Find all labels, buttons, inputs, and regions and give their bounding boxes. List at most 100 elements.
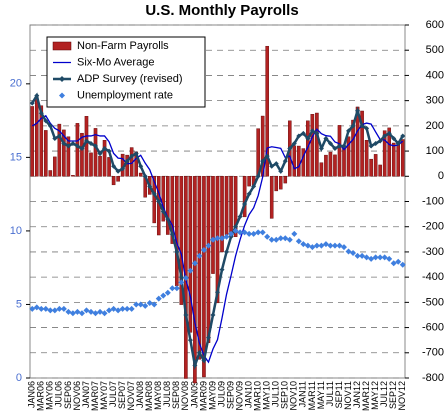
bar bbox=[66, 136, 71, 177]
x-tick-label: MAY10 bbox=[262, 381, 272, 410]
point bbox=[110, 305, 117, 312]
point bbox=[354, 252, 361, 259]
x-tick-label: JUL08 bbox=[162, 381, 172, 407]
line-marker bbox=[201, 357, 207, 363]
point bbox=[200, 247, 207, 254]
x-tick-label: NOV06 bbox=[72, 381, 82, 411]
line-marker bbox=[97, 151, 103, 157]
line-marker bbox=[52, 135, 58, 141]
line-marker bbox=[400, 133, 406, 139]
point bbox=[241, 229, 248, 236]
bar bbox=[274, 176, 279, 192]
bar bbox=[242, 176, 247, 218]
bar bbox=[310, 114, 315, 177]
point bbox=[97, 308, 104, 315]
line-marker bbox=[377, 138, 383, 144]
x-tick-label: SEP11 bbox=[334, 381, 344, 408]
point bbox=[164, 289, 171, 296]
x-tick-label: SEP10 bbox=[280, 381, 290, 409]
line-marker bbox=[142, 173, 148, 179]
line-marker bbox=[291, 141, 297, 147]
x-tick-label: JAN11 bbox=[298, 381, 308, 407]
bar bbox=[111, 176, 116, 186]
point bbox=[295, 238, 302, 245]
bar bbox=[48, 170, 53, 177]
bar bbox=[71, 175, 75, 177]
point bbox=[65, 308, 72, 315]
point bbox=[291, 230, 298, 237]
line-marker bbox=[102, 146, 108, 152]
line-marker bbox=[129, 153, 135, 159]
x-tick-label: JUL11 bbox=[325, 381, 335, 406]
point bbox=[286, 236, 293, 243]
bar bbox=[387, 127, 391, 177]
bar bbox=[373, 154, 378, 177]
x-tick-label: MAR06 bbox=[36, 381, 46, 411]
point bbox=[38, 305, 45, 312]
y2-tick-label: 500 bbox=[426, 44, 444, 56]
line-marker bbox=[192, 362, 198, 368]
bar bbox=[93, 128, 98, 177]
bar bbox=[301, 148, 306, 177]
point bbox=[209, 236, 216, 243]
point bbox=[277, 235, 284, 242]
bar bbox=[175, 176, 179, 286]
line-marker bbox=[165, 216, 171, 222]
x-tick-label: SEP07 bbox=[117, 381, 127, 409]
point bbox=[60, 305, 67, 312]
bar bbox=[391, 142, 396, 177]
bar bbox=[364, 140, 369, 177]
line-marker bbox=[341, 143, 347, 149]
y2-tick-label: -300 bbox=[422, 246, 444, 258]
bar bbox=[206, 176, 211, 343]
bar bbox=[211, 176, 215, 274]
point bbox=[273, 236, 280, 243]
x-tick-label: JUL12 bbox=[379, 381, 389, 407]
x-tick-label: MAY12 bbox=[370, 381, 380, 410]
bar bbox=[247, 176, 251, 187]
point bbox=[399, 261, 406, 268]
point bbox=[29, 305, 36, 312]
bar bbox=[89, 152, 93, 177]
line-marker bbox=[251, 183, 257, 189]
y-tick-label: 0 bbox=[16, 372, 22, 384]
bar bbox=[229, 176, 233, 236]
point bbox=[173, 285, 180, 292]
line-marker bbox=[260, 158, 266, 164]
bar bbox=[351, 119, 355, 177]
bar bbox=[324, 154, 328, 177]
x-tick-label: MAY11 bbox=[316, 381, 326, 409]
line-marker bbox=[296, 133, 302, 139]
line-marker bbox=[178, 274, 184, 280]
x-tick-label: JUL09 bbox=[216, 381, 226, 407]
line-marker bbox=[327, 141, 333, 147]
line-marker bbox=[124, 158, 130, 164]
point bbox=[214, 235, 221, 242]
legend-label: Six-Mo Average bbox=[77, 56, 154, 68]
point bbox=[146, 299, 153, 306]
point bbox=[322, 241, 329, 248]
bar bbox=[297, 145, 301, 177]
x-tick-label: JAN12 bbox=[352, 381, 362, 408]
point bbox=[372, 254, 379, 261]
point bbox=[42, 305, 49, 312]
line-marker bbox=[233, 224, 239, 230]
point bbox=[377, 254, 384, 261]
point bbox=[78, 310, 85, 317]
bar bbox=[202, 176, 206, 378]
y2-tick-label: 400 bbox=[426, 69, 444, 81]
bar bbox=[378, 164, 382, 177]
point bbox=[309, 244, 316, 251]
bar bbox=[396, 141, 401, 177]
y2-tick-label: 0 bbox=[438, 170, 444, 182]
line-marker bbox=[314, 130, 320, 136]
line-marker bbox=[34, 93, 40, 99]
point bbox=[182, 274, 189, 281]
line-marker bbox=[133, 151, 139, 157]
bar bbox=[161, 176, 166, 222]
point bbox=[386, 255, 393, 262]
line-marker bbox=[287, 146, 293, 152]
line-marker bbox=[264, 153, 270, 159]
point bbox=[56, 305, 63, 312]
bar bbox=[269, 176, 274, 219]
